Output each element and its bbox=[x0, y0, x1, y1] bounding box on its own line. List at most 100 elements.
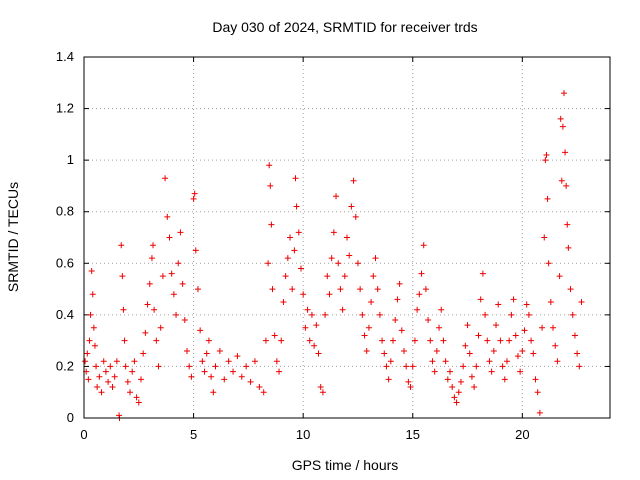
data-point bbox=[194, 286, 201, 293]
data-point bbox=[398, 327, 405, 334]
data-point bbox=[291, 247, 298, 254]
data-point bbox=[113, 358, 120, 365]
data-point bbox=[390, 337, 397, 344]
data-point bbox=[379, 337, 386, 344]
data-point bbox=[495, 301, 502, 308]
x-axis-label: GPS time / hours bbox=[292, 457, 399, 473]
data-point bbox=[98, 389, 105, 396]
data-point bbox=[109, 384, 116, 391]
data-point bbox=[225, 358, 232, 365]
data-point bbox=[135, 399, 142, 406]
data-point bbox=[102, 368, 109, 375]
data-point bbox=[433, 347, 440, 354]
data-point bbox=[567, 286, 574, 293]
data-point bbox=[86, 337, 93, 344]
data-point bbox=[124, 378, 131, 385]
data-point bbox=[359, 311, 366, 318]
data-point bbox=[517, 368, 524, 375]
axis-ticks: 0 5 10 15 20 0 0.2 0.4 0.6 0.8 1 1.2 1.4 bbox=[56, 49, 610, 442]
data-point bbox=[556, 273, 563, 280]
data-point bbox=[510, 296, 517, 303]
data-point bbox=[335, 260, 342, 267]
data-point bbox=[330, 229, 337, 236]
y-tick-label: 0.6 bbox=[56, 255, 74, 270]
data-point bbox=[392, 317, 399, 324]
data-point bbox=[150, 242, 157, 249]
data-point bbox=[184, 347, 191, 354]
y-tick-label: 0.4 bbox=[56, 307, 74, 322]
data-point bbox=[119, 273, 126, 280]
data-point bbox=[284, 255, 291, 262]
data-point bbox=[315, 350, 322, 357]
data-point bbox=[543, 151, 550, 158]
data-point bbox=[120, 306, 127, 313]
data-point bbox=[162, 175, 169, 182]
data-point bbox=[396, 280, 403, 287]
data-point bbox=[501, 376, 508, 383]
data-point bbox=[188, 373, 195, 380]
data-point bbox=[352, 213, 359, 220]
data-point bbox=[181, 317, 188, 324]
data-point bbox=[365, 324, 372, 331]
data-point bbox=[387, 358, 394, 365]
data-point bbox=[199, 358, 206, 365]
x-tick-label: 0 bbox=[80, 427, 87, 442]
data-point bbox=[269, 286, 276, 293]
data-point bbox=[175, 260, 182, 267]
y-tick-label: 0 bbox=[67, 410, 74, 425]
data-point bbox=[140, 350, 147, 357]
data-point bbox=[376, 311, 383, 318]
data-point bbox=[479, 270, 486, 277]
data-point bbox=[442, 358, 449, 365]
data-point bbox=[146, 280, 153, 287]
data-point bbox=[155, 363, 162, 370]
data-point bbox=[471, 384, 478, 391]
data-point bbox=[144, 301, 151, 308]
data-point bbox=[166, 234, 173, 241]
data-point bbox=[414, 306, 421, 313]
x-tick-label: 20 bbox=[515, 427, 529, 442]
data-point bbox=[107, 363, 114, 370]
data-point bbox=[464, 322, 471, 329]
data-point bbox=[503, 358, 510, 365]
data-point bbox=[562, 149, 569, 156]
data-point bbox=[306, 337, 313, 344]
data-point bbox=[212, 363, 219, 370]
data-point bbox=[322, 311, 329, 318]
data-point bbox=[337, 286, 344, 293]
data-point bbox=[547, 298, 554, 305]
data-point bbox=[133, 394, 140, 401]
data-point bbox=[477, 296, 484, 303]
y-tick-label: 1.2 bbox=[56, 101, 74, 116]
data-point bbox=[90, 324, 97, 331]
data-point bbox=[302, 324, 309, 331]
data-point bbox=[383, 363, 390, 370]
data-point bbox=[265, 260, 272, 267]
data-point bbox=[574, 350, 581, 357]
data-point bbox=[440, 337, 447, 344]
data-point bbox=[205, 337, 212, 344]
data-point bbox=[127, 389, 134, 396]
data-point bbox=[569, 311, 576, 318]
data-point bbox=[319, 389, 326, 396]
data-point bbox=[466, 350, 473, 357]
y-tick-label: 1 bbox=[67, 152, 74, 167]
data-point bbox=[326, 291, 333, 298]
y-axis-label: SRMTID / TECUs bbox=[5, 182, 21, 292]
data-point bbox=[186, 363, 193, 370]
data-point bbox=[514, 353, 521, 360]
data-point bbox=[159, 273, 166, 280]
data-point bbox=[278, 337, 285, 344]
data-point bbox=[381, 350, 388, 357]
data-point bbox=[230, 368, 237, 375]
data-point bbox=[328, 255, 335, 262]
data-point bbox=[460, 363, 467, 370]
data-point bbox=[484, 337, 491, 344]
data-point bbox=[89, 291, 96, 298]
data-point bbox=[251, 358, 258, 365]
data-point bbox=[276, 368, 283, 375]
data-point bbox=[394, 296, 401, 303]
data-point bbox=[131, 358, 138, 365]
data-point bbox=[87, 311, 94, 318]
data-point bbox=[550, 324, 557, 331]
